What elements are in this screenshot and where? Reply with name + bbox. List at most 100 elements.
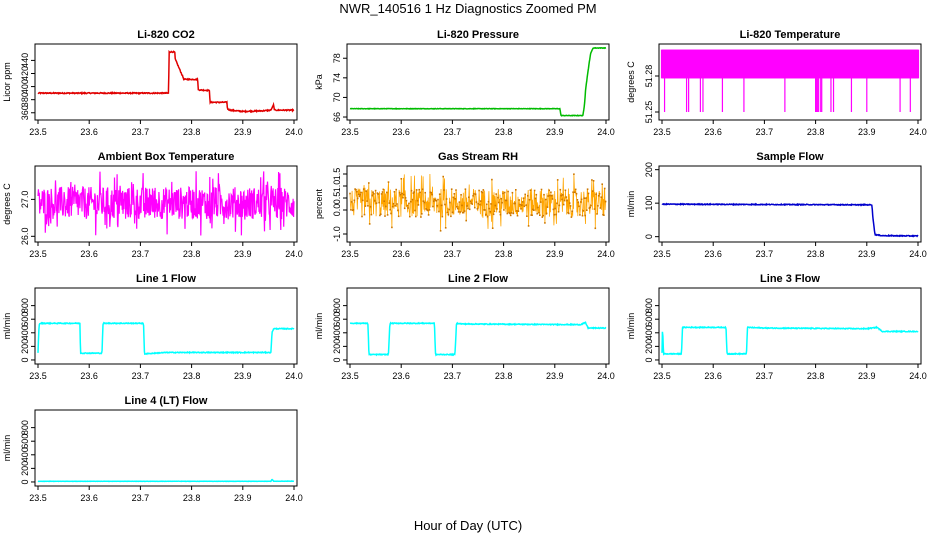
- series-point: [472, 195, 474, 197]
- x-tick-label: 23.7: [444, 127, 462, 137]
- series-point: [544, 198, 547, 201]
- x-tick-label: 23.9: [234, 249, 252, 259]
- y-tick-label: 600: [20, 312, 30, 327]
- series-point: [361, 215, 363, 218]
- series-point: [405, 199, 408, 202]
- y-tick-label: 0.5: [332, 192, 342, 205]
- series-point: [571, 210, 573, 213]
- series-point: [356, 190, 358, 193]
- plot-area: [349, 46, 607, 117]
- series-point: [456, 207, 459, 210]
- series-point: [543, 193, 545, 196]
- x-tick-label: 23.9: [546, 127, 564, 137]
- series-point: [533, 209, 535, 211]
- plot-area: [349, 173, 607, 232]
- series-point: [390, 212, 392, 215]
- series-point: [509, 212, 511, 215]
- series-line: [349, 46, 607, 117]
- series-point: [375, 202, 378, 204]
- series-point: [590, 204, 592, 207]
- series-point: [512, 212, 515, 215]
- series-point: [429, 191, 432, 194]
- chart-title: Li-820 CO2: [137, 29, 194, 41]
- series-point: [565, 196, 568, 198]
- series-point: [465, 219, 467, 222]
- y-axis-label: ml/min: [2, 435, 12, 462]
- x-tick-label: 23.5: [341, 371, 359, 381]
- series-point: [486, 215, 489, 218]
- series-point: [540, 188, 543, 191]
- series-point: [374, 200, 376, 202]
- series-point: [548, 189, 550, 192]
- y-tick-label: 800: [332, 298, 342, 313]
- plot-area: [37, 171, 295, 236]
- series-point: [362, 199, 364, 202]
- series-point: [520, 208, 522, 210]
- chart-title: Line 4 (LT) Flow: [125, 395, 208, 407]
- plot-frame: [34, 165, 298, 243]
- x-tick-label: 23.8: [807, 249, 825, 259]
- series-point: [556, 202, 558, 205]
- series-point: [517, 210, 520, 212]
- y-axis-label: degrees C: [2, 183, 12, 225]
- series-point: [418, 188, 420, 191]
- series-point: [509, 214, 512, 217]
- series-point: [544, 222, 546, 224]
- y-tick-label: 440: [20, 53, 30, 68]
- series-point: [579, 214, 581, 216]
- series-point: [594, 227, 597, 230]
- series-point: [412, 192, 415, 194]
- y-tick-label: 0: [644, 357, 654, 362]
- series-point: [477, 202, 479, 205]
- series-point: [424, 191, 426, 194]
- series-line: [349, 321, 607, 357]
- plot-frame: [658, 287, 922, 365]
- series-point: [603, 214, 605, 216]
- series-point: [383, 200, 385, 202]
- series-point: [599, 207, 602, 209]
- series-point: [386, 214, 389, 216]
- x-tick-label: 24.0: [285, 493, 303, 503]
- series-point: [526, 215, 528, 217]
- series-point: [353, 199, 356, 202]
- series-point: [598, 193, 601, 195]
- series-point: [521, 201, 524, 203]
- series-point: [482, 189, 485, 191]
- series-point: [558, 204, 561, 207]
- series-point: [536, 212, 538, 215]
- series-point: [463, 210, 466, 212]
- y-tick-label: 200: [644, 162, 654, 177]
- y-tick-label: 1.0: [332, 180, 342, 193]
- y-tick-label: 0: [332, 357, 342, 362]
- x-tick-label: 23.8: [807, 127, 825, 137]
- series-point: [352, 209, 355, 211]
- series-point: [584, 214, 586, 217]
- x-tick-label: 23.9: [858, 371, 876, 381]
- series-point: [501, 201, 503, 204]
- series-point: [491, 178, 493, 181]
- series-point: [547, 195, 550, 197]
- x-tick-label: 23.7: [756, 127, 774, 137]
- series-point: [409, 215, 411, 218]
- series-point: [409, 200, 412, 203]
- x-tick-label: 23.7: [444, 371, 462, 381]
- y-axis-label: degrees C: [626, 61, 636, 103]
- y-tick-label: 200: [20, 461, 30, 476]
- x-tick-label: 23.9: [546, 249, 564, 259]
- plot-area: [661, 325, 919, 356]
- series-point: [407, 207, 409, 209]
- series-point: [461, 204, 463, 207]
- series-point: [459, 211, 462, 213]
- y-tick-label: 800: [20, 298, 30, 313]
- series-point: [572, 191, 574, 193]
- series-point: [539, 201, 542, 203]
- series-point: [365, 190, 367, 192]
- series-point: [369, 205, 372, 208]
- series-point: [478, 189, 480, 192]
- series-point: [573, 173, 575, 175]
- x-tick-label: 23.6: [704, 249, 722, 259]
- series-point: [456, 206, 458, 208]
- series-point: [415, 189, 418, 191]
- series-point: [574, 188, 577, 191]
- series-point: [542, 214, 544, 217]
